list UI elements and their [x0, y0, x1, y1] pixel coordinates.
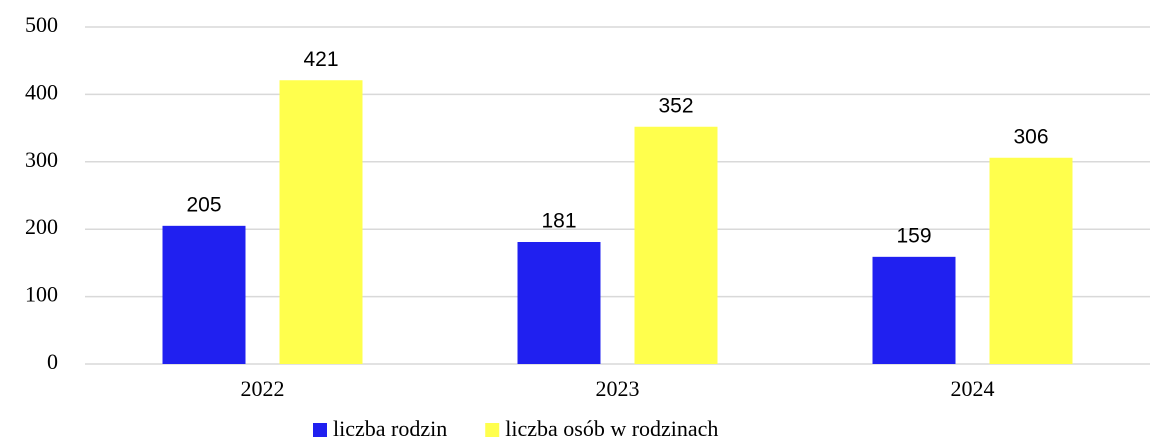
- bar: [162, 225, 246, 364]
- data-label: 159: [896, 224, 931, 247]
- x-tick-label: 2022: [241, 376, 285, 401]
- data-label: 181: [541, 210, 576, 233]
- data-label: 421: [303, 48, 338, 71]
- x-tick-label: 2024: [951, 376, 995, 401]
- legend-label: liczba osób w rodzinach: [505, 416, 718, 441]
- data-label: 352: [658, 94, 693, 117]
- y-tick-label: 0: [47, 349, 58, 374]
- bar: [872, 256, 956, 364]
- x-tick-label: 2023: [596, 376, 640, 401]
- bar: [989, 157, 1073, 364]
- bar: [279, 80, 363, 364]
- data-label: 306: [1013, 125, 1048, 148]
- y-tick-label: 300: [25, 147, 58, 172]
- bar: [517, 242, 601, 364]
- data-label: 205: [186, 193, 221, 216]
- bar: [634, 126, 718, 364]
- legend-swatch: [313, 423, 327, 437]
- legend-label: liczba rodzin: [333, 416, 447, 441]
- y-tick-label: 100: [25, 282, 58, 307]
- legend-swatch: [485, 423, 500, 437]
- y-tick-label: 400: [25, 79, 58, 104]
- y-tick-label: 200: [25, 214, 58, 239]
- y-tick-label: 500: [25, 12, 58, 37]
